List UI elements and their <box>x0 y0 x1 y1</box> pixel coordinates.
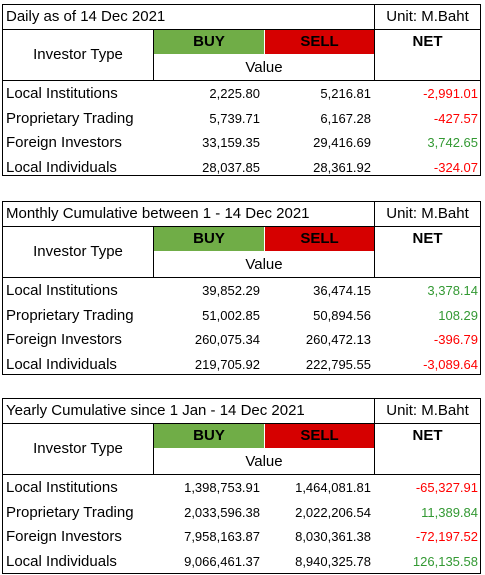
net-value: -3,089.64 <box>423 356 478 372</box>
net-value: -427.57 <box>433 110 478 126</box>
sell-value: 5,216.81 <box>320 86 371 101</box>
buy-header: BUY <box>154 227 264 251</box>
sell-value: 2,022,206.54 <box>295 504 371 520</box>
sell-header: SELL <box>265 424 374 448</box>
net-value: -396.79 <box>433 332 478 347</box>
investor-type-header: Investor Type <box>33 243 123 260</box>
investor-name: Local Institutions <box>6 85 118 102</box>
buy-value: 33,159.35 <box>202 135 260 150</box>
sell-header: SELL <box>265 227 374 251</box>
sell-header: SELL <box>265 30 374 54</box>
sell-value: 50,894.56 <box>313 307 371 323</box>
sell-value: 1,464,081.81 <box>295 480 371 495</box>
buy-value: 2,225.80 <box>209 86 260 101</box>
buy-value: 260,075.34 <box>194 332 260 347</box>
unit-label: Unit: M.Baht <box>374 5 480 29</box>
sell-value: 222,795.55 <box>305 356 371 372</box>
net-value: 3,742.65 <box>427 135 478 150</box>
sell-value: 36,474.15 <box>313 283 371 298</box>
buy-value: 2,033,596.38 <box>184 504 260 520</box>
daily-table: Daily as of 14 Dec 2021 Unit: M.Baht Inv… <box>2 4 481 176</box>
buy-header: BUY <box>154 424 264 448</box>
net-value: -72,197.52 <box>415 529 478 544</box>
value-header: Value <box>245 453 283 470</box>
investor-name: Foreign Investors <box>6 331 122 348</box>
net-value: -2,991.01 <box>423 86 478 101</box>
net-value: -65,327.91 <box>415 480 478 495</box>
monthly-table: Monthly Cumulative between 1 - 14 Dec 20… <box>2 201 481 375</box>
net-value: -324.07 <box>433 159 478 175</box>
investor-name: Local Institutions <box>6 282 118 299</box>
investor-name: Proprietary Trading <box>6 503 134 521</box>
buy-value: 7,958,163.87 <box>184 529 260 544</box>
buy-header: BUY <box>154 30 264 54</box>
investor-name: Local Individuals <box>6 158 117 176</box>
table-title: Monthly Cumulative between 1 - 14 Dec 20… <box>6 205 310 222</box>
yearly-table: Yearly Cumulative since 1 Jan - 14 Dec 2… <box>2 398 481 574</box>
sell-value: 29,416.69 <box>313 135 371 150</box>
investor-name: Local Individuals <box>6 552 117 570</box>
sell-value: 8,030,361.38 <box>295 529 371 544</box>
buy-value: 219,705.92 <box>194 356 260 372</box>
net-value: 108.29 <box>438 307 478 323</box>
net-value: 11,389.84 <box>421 504 478 520</box>
investor-name: Local Individuals <box>6 355 117 373</box>
net-header: NET <box>412 230 443 247</box>
value-header: Value <box>245 59 283 76</box>
sell-value: 8,940,325.78 <box>295 553 371 569</box>
investor-type-header: Investor Type <box>33 440 123 457</box>
investor-name: Local Institutions <box>6 479 118 496</box>
buy-value: 51,002.85 <box>202 307 260 323</box>
investor-name: Proprietary Trading <box>6 109 134 127</box>
investor-name: Foreign Investors <box>6 528 122 545</box>
buy-value: 28,037.85 <box>202 159 260 175</box>
sell-value: 6,167.28 <box>320 110 371 126</box>
net-header: NET <box>412 427 443 444</box>
buy-value: 39,852.29 <box>202 283 260 298</box>
investor-name: Foreign Investors <box>6 134 122 151</box>
buy-value: 1,398,753.91 <box>184 480 260 495</box>
unit-label: Unit: M.Baht <box>374 202 480 226</box>
net-value: 3,378.14 <box>427 283 478 298</box>
net-value: 126,135.58 <box>412 553 478 569</box>
sell-value: 260,472.13 <box>305 332 371 347</box>
value-header: Value <box>245 256 283 273</box>
table-title: Daily as of 14 Dec 2021 <box>6 8 166 25</box>
buy-value: 9,066,461.37 <box>184 553 260 569</box>
investor-type-header: Investor Type <box>33 46 123 63</box>
buy-value: 5,739.71 <box>209 110 260 126</box>
sell-value: 28,361.92 <box>313 159 371 175</box>
table-title: Yearly Cumulative since 1 Jan - 14 Dec 2… <box>6 402 305 419</box>
unit-label: Unit: M.Baht <box>374 399 480 423</box>
investor-name: Proprietary Trading <box>6 306 134 324</box>
net-header: NET <box>412 33 443 50</box>
